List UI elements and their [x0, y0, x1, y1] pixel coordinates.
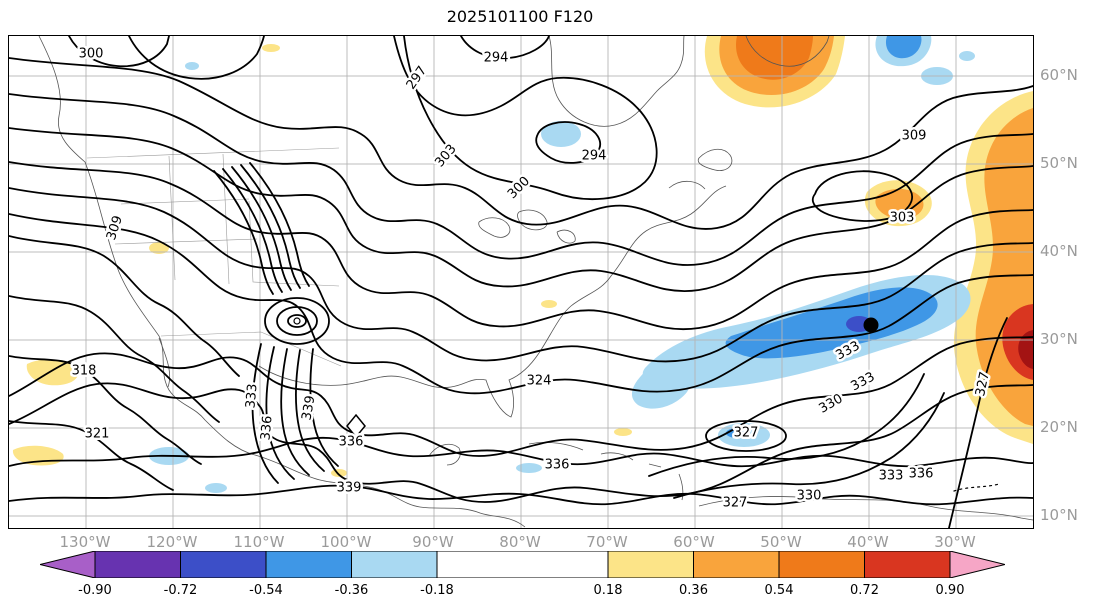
colorbar-tick: 0.36	[679, 583, 708, 598]
contour-label: 303	[890, 211, 915, 226]
colorbar-tick: -0.36	[334, 583, 369, 598]
contour-label: 309	[902, 129, 927, 144]
y-tick: 50°N	[1040, 154, 1078, 172]
y-tick: 10°N	[1040, 506, 1078, 524]
map-plot-area: 300 297 294 303 300 294 309 303 309 318 …	[8, 35, 1034, 529]
x-tick: 40°W	[847, 533, 889, 551]
chart-title: 2025101100 F120	[446, 7, 594, 26]
colorbar-segment	[693, 550, 780, 579]
contour-label: 333	[879, 469, 904, 484]
colorbar-segment	[607, 550, 694, 579]
low-center-marker	[293, 317, 301, 325]
contour-label: 330	[797, 489, 822, 504]
colorbar-tick: 0.54	[764, 583, 794, 598]
contour-label: 294	[484, 51, 509, 66]
contour-label: 321	[85, 427, 110, 442]
x-tick: 100°W	[320, 533, 372, 551]
colorbar-segment	[864, 550, 951, 579]
storm-marker	[863, 317, 879, 333]
contour-label: 324	[527, 374, 552, 389]
colorbar-tick: -0.72	[163, 583, 198, 598]
contour-label: 309	[104, 214, 126, 242]
contour-label: 336	[909, 467, 934, 482]
x-tick: 30°W	[934, 533, 976, 551]
colorbar-arrow-right	[949, 550, 1006, 579]
contour-label: 339	[337, 481, 362, 496]
x-tick: 80°W	[499, 533, 541, 551]
colorbar-segment	[94, 550, 181, 579]
colorbar-canvas	[39, 550, 1006, 579]
colorbar-arrow-left	[39, 550, 96, 579]
x-tick: 50°W	[760, 533, 802, 551]
x-tick: 70°W	[586, 533, 628, 551]
y-tick: 20°N	[1040, 418, 1078, 436]
contour-label: 336	[545, 458, 570, 473]
contour-label: 336	[339, 435, 364, 450]
colorbar-segment	[778, 550, 865, 579]
contour-label: 300	[505, 174, 533, 202]
colorbar-tick: -0.90	[78, 583, 112, 598]
contour-label: 303	[432, 142, 459, 171]
y-tick: 30°N	[1040, 330, 1078, 348]
contour-label: 327	[734, 426, 759, 441]
colorbar-tick: 0.72	[850, 583, 879, 598]
colorbar-tick: 0.18	[593, 583, 623, 598]
diamond-marker	[346, 413, 366, 439]
contour-lines	[9, 36, 1033, 528]
y-tick: 60°N	[1040, 66, 1078, 84]
colorbar-tick: -0.18	[420, 583, 454, 598]
contour-label: 339	[299, 394, 318, 421]
x-tick: 130°W	[59, 533, 111, 551]
markers	[293, 317, 879, 439]
coastline	[38, 36, 1033, 528]
colorbar-segment	[351, 550, 438, 579]
contour-label: 336	[258, 415, 275, 441]
contour-label: 300	[79, 47, 104, 62]
colorbar-segment	[265, 550, 352, 579]
contour-label: 327	[723, 496, 748, 511]
x-tick: 110°W	[233, 533, 285, 551]
colorbar-segment	[436, 550, 609, 579]
anomaly-shading	[12, 36, 1033, 493]
colorbar-segment	[180, 550, 267, 579]
colorbar-tick: -0.54	[249, 583, 283, 598]
x-tick: 90°W	[412, 533, 454, 551]
contour-label: 318	[72, 364, 97, 379]
y-tick: 40°N	[1040, 242, 1078, 260]
contour-label: 294	[582, 149, 607, 164]
colorbar-tick: 0.90	[935, 583, 965, 598]
x-tick: 120°W	[146, 533, 198, 551]
state-borders	[86, 147, 342, 367]
contour-label: 297	[404, 64, 431, 93]
x-tick: 60°W	[673, 533, 715, 551]
colorbar: -0.90 -0.72 -0.54 -0.36 -0.18 0.18 0.36 …	[39, 550, 1006, 611]
contour-label: 333	[243, 383, 260, 409]
map-canvas: 300 297 294 303 300 294 309 303 309 318 …	[9, 36, 1033, 528]
